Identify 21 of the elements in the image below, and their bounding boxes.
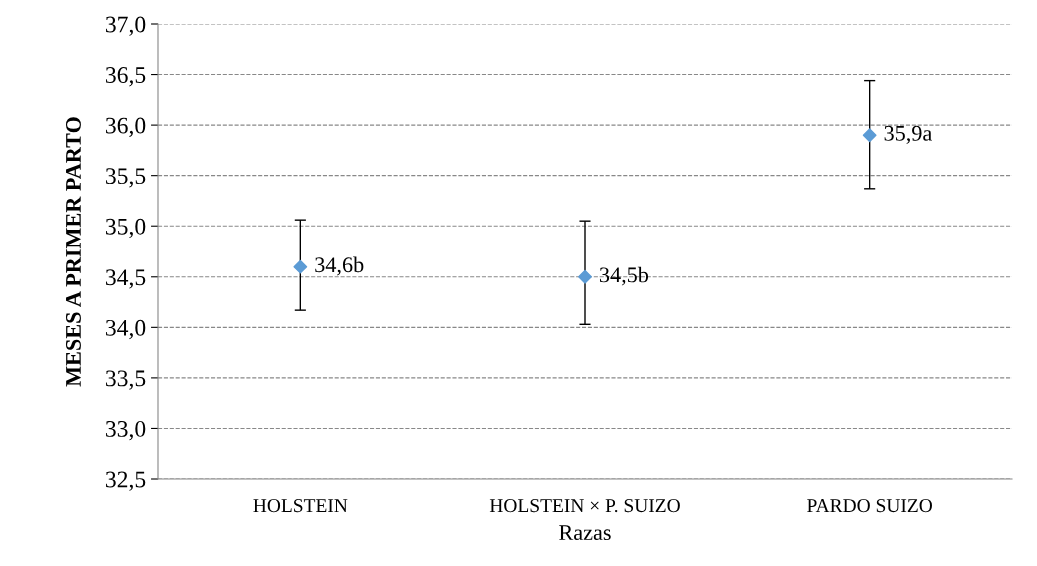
data-label: 35,9a: [884, 125, 932, 144]
x-tick-label: PARDO SUIZO: [807, 499, 932, 513]
y-tick-label: 34,5: [106, 269, 146, 289]
y-tick-label: 36,5: [106, 67, 146, 87]
point: [578, 269, 592, 284]
point: [862, 128, 877, 143]
y-tick-label: 32,5: [106, 471, 146, 491]
point: [293, 259, 308, 274]
data-label: 34,6b: [315, 256, 364, 276]
y-axis-title: MESES A PRIMER PARTO: [65, 117, 81, 387]
y-tick-label: 33,5: [106, 370, 146, 390]
y-tick-label: 37,0: [106, 16, 146, 36]
x-tick-label: HOLSTEIN × P. SUIZO: [489, 499, 680, 513]
x-tick-label: HOLSTEIN: [253, 499, 348, 513]
data-label: 34,5b: [599, 266, 649, 286]
y-tick-label: 33,0: [106, 420, 146, 441]
y-tick-label: 34,0: [106, 319, 146, 340]
y-tick-label: 35,5: [106, 168, 146, 188]
x-axis-title: Razas: [559, 525, 611, 541]
y-tick-label: 36,0: [106, 117, 146, 137]
y-tick-label: 35,0: [106, 218, 146, 239]
